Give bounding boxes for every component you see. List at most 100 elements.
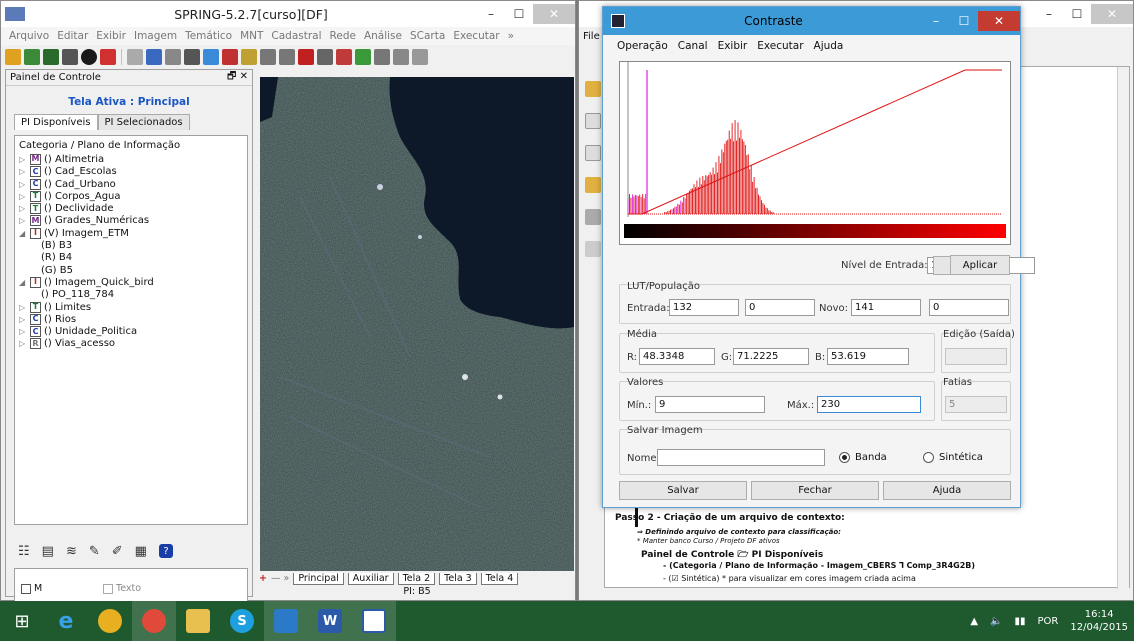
page-icon[interactable]: [585, 113, 601, 129]
satellite-image-view[interactable]: [260, 77, 574, 571]
doc-close-button[interactable]: ✕: [1091, 4, 1133, 24]
zoom-in-icon[interactable]: [260, 49, 276, 65]
banda-radio[interactable]: Banda: [839, 452, 887, 463]
tab-pi-selecionados[interactable]: PI Selecionados: [97, 114, 190, 130]
comment-icon[interactable]: [585, 177, 601, 193]
doc-minimize-button[interactable]: –: [1046, 7, 1052, 21]
tree-node[interactable]: (G) B5: [19, 264, 243, 276]
tab-tela-2[interactable]: Tela 2: [397, 572, 436, 585]
expand-icon[interactable]: ▷: [19, 339, 26, 349]
color-icon[interactable]: [355, 49, 371, 65]
expand-icon[interactable]: ▷: [19, 179, 26, 189]
open-db-icon[interactable]: [5, 49, 21, 65]
spring-menu-item[interactable]: Arquivo: [9, 30, 50, 42]
draw-icon[interactable]: [81, 49, 97, 65]
draw-tool-icon[interactable]: [146, 49, 162, 65]
min-input[interactable]: 9: [655, 396, 765, 413]
expand-icon[interactable]: ▷: [19, 204, 26, 214]
tree-node[interactable]: ▷ T() Declividade: [19, 202, 243, 215]
novo-input[interactable]: 141: [851, 299, 921, 316]
doc-icon[interactable]: [585, 81, 601, 97]
contraste-menu-item[interactable]: Ajuda: [813, 40, 844, 52]
doc-scrollbar[interactable]: [1117, 67, 1129, 589]
tab-principal[interactable]: Principal: [293, 572, 344, 585]
start-button[interactable]: ⊞: [0, 601, 44, 641]
contraste-minimize-button[interactable]: –: [933, 14, 939, 28]
cursor-icon[interactable]: [374, 49, 390, 65]
panel-dock-close-icon[interactable]: 🗗 ✕: [227, 71, 248, 82]
spring-menu-item[interactable]: Análise: [363, 30, 402, 42]
display-icon[interactable]: [100, 49, 116, 65]
tree-node[interactable]: (B) B3: [19, 239, 243, 251]
pointer-plus-icon[interactable]: [412, 49, 428, 65]
grid-view-icon[interactable]: ▦: [134, 543, 147, 559]
spring-menu-item[interactable]: Editar: [57, 30, 89, 42]
undo-icon[interactable]: [336, 49, 352, 65]
list-icon[interactable]: ☷: [18, 543, 30, 559]
taskbar-chrome[interactable]: [88, 601, 132, 641]
layers-icon[interactable]: [43, 49, 59, 65]
minimize-button[interactable]: –: [488, 7, 494, 21]
table-icon[interactable]: ▤: [41, 543, 54, 559]
tree-node[interactable]: ▷ C() Rios: [19, 313, 243, 325]
r-mean-input[interactable]: 48.3348: [639, 348, 715, 365]
salvar-button[interactable]: Salvar: [619, 481, 747, 500]
pointer-icon[interactable]: [184, 49, 200, 65]
volume-icon[interactable]: 🔈: [990, 615, 1003, 627]
spring-menu-item[interactable]: Temático: [185, 30, 233, 42]
tree-node[interactable]: ▷ M() Altimetria: [19, 153, 243, 165]
b-mean-input[interactable]: 53.619: [827, 348, 909, 365]
check-texto[interactable]: Texto: [103, 583, 141, 594]
sign-icon[interactable]: [585, 241, 601, 257]
info-icon[interactable]: [222, 49, 238, 65]
contraste-close-button[interactable]: ✕: [978, 11, 1020, 31]
spring-menu-item[interactable]: Imagem: [133, 30, 178, 42]
spring-menu-item[interactable]: SCarta: [410, 30, 446, 42]
spring-menu-item[interactable]: Executar: [453, 30, 500, 42]
ajuda-button[interactable]: Ajuda: [883, 481, 1011, 500]
taskbar-spring[interactable]: [352, 601, 396, 641]
tree-node[interactable]: ▷ C() Cad_Urbano: [19, 178, 243, 190]
expand-icon[interactable]: ▷: [19, 302, 26, 312]
contraste-menu-item[interactable]: Exibir: [717, 40, 748, 52]
entrada-pop-input[interactable]: 0: [745, 299, 815, 316]
contraste-maximize-button[interactable]: ☐: [958, 14, 970, 28]
file-menu[interactable]: File: [583, 31, 600, 42]
pan-icon[interactable]: [203, 49, 219, 65]
doc-maximize-button[interactable]: ☐: [1071, 7, 1083, 21]
pen-icon[interactable]: ✐: [111, 543, 123, 559]
expand-icon[interactable]: ▷: [19, 191, 26, 201]
zoom-out-icon[interactable]: [279, 49, 295, 65]
tab-tela-3[interactable]: Tela 3: [439, 572, 477, 585]
taskbar-chrome-app[interactable]: [132, 601, 176, 641]
taskbar-explorer[interactable]: [176, 601, 220, 641]
check-m[interactable]: M: [21, 583, 42, 594]
expand-icon[interactable]: ▷: [19, 314, 26, 324]
maximize-button[interactable]: ☐: [513, 7, 525, 21]
taskbar-word[interactable]: W: [308, 601, 352, 641]
fechar-button[interactable]: Fechar: [751, 481, 879, 500]
zoom-icon[interactable]: [165, 49, 181, 65]
project-icon[interactable]: [24, 49, 40, 65]
filter-icon[interactable]: ≋: [65, 543, 77, 559]
spring-menu-item[interactable]: Cadastral: [271, 30, 322, 42]
nome-input[interactable]: [657, 449, 825, 466]
edit-icon[interactable]: ✎: [88, 543, 100, 559]
g-mean-input[interactable]: 71.2225: [733, 348, 809, 365]
expand-icon[interactable]: ▷: [19, 327, 26, 337]
expand-icon[interactable]: ▷: [19, 167, 26, 177]
spring-menu-item[interactable]: »: [507, 30, 515, 42]
spring-menu-item[interactable]: Rede: [329, 30, 356, 42]
tree-node[interactable]: ▷ M() Grades_Numéricas: [19, 215, 243, 227]
back-icon[interactable]: [317, 49, 333, 65]
taskbar-reader[interactable]: [264, 601, 308, 641]
redraw-icon[interactable]: [298, 49, 314, 65]
clock[interactable]: 16:14 12/04/2015: [1070, 608, 1128, 634]
novo-pop-input[interactable]: 0: [929, 299, 1009, 316]
tray-arrow-icon[interactable]: ▲: [970, 615, 979, 627]
expand-icon[interactable]: ◢: [19, 228, 26, 238]
expand-icon[interactable]: ▷: [19, 154, 26, 164]
tree-node[interactable]: () PO_118_784: [19, 289, 243, 301]
close-button[interactable]: ✕: [533, 4, 575, 24]
measure-icon[interactable]: [241, 49, 257, 65]
